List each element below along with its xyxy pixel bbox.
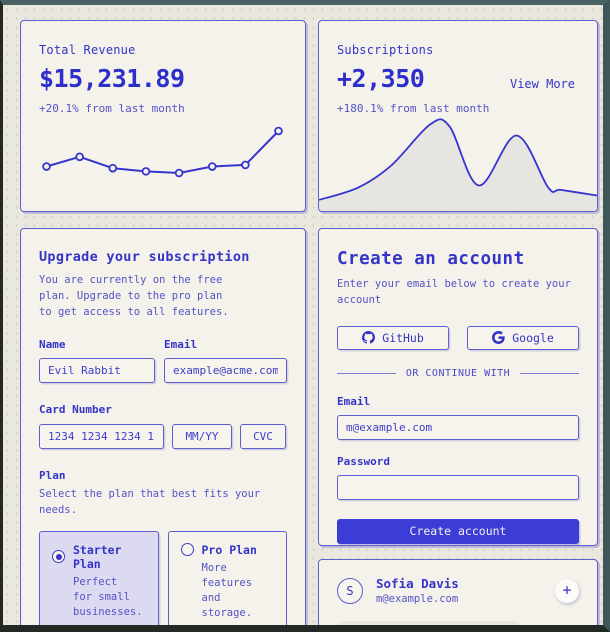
subscriptions-area-chart	[319, 118, 597, 211]
name-label: Name	[39, 338, 66, 352]
chat-message-bubble	[337, 621, 522, 625]
subscriptions-card: Subscriptions +2,350 View More +180.1% f…	[318, 20, 598, 212]
create-account-button[interactable]: Create account	[337, 518, 579, 544]
divider-line-left	[337, 372, 396, 374]
signup-email-input[interactable]	[337, 414, 579, 440]
signup-password-input[interactable]	[337, 474, 579, 500]
signup-email-label: Email	[337, 394, 371, 408]
plus-icon: +	[562, 581, 572, 599]
total-revenue-card: Total Revenue $15,231.89 +20.1% from las…	[20, 20, 306, 212]
avatar: S	[337, 577, 363, 604]
starter-plan-name: Starter Plan	[73, 542, 122, 571]
total-revenue-title: Total Revenue	[39, 43, 136, 57]
email-input[interactable]	[164, 358, 287, 384]
divider-line-right	[520, 372, 580, 374]
or-continue-divider: OR CONTINUE WITH	[337, 367, 580, 379]
expiry-input[interactable]	[172, 424, 232, 450]
radio-unchecked-icon[interactable]	[180, 543, 194, 557]
pro-plan-name: Pro Plan	[201, 542, 257, 557]
name-input[interactable]	[39, 358, 156, 384]
card-number-input[interactable]	[39, 424, 164, 450]
signup-title: Create an account	[337, 249, 525, 269]
upgrade-title: Upgrade your subscription	[39, 249, 250, 265]
google-button[interactable]: Google	[467, 325, 579, 350]
signup-password-label: Password	[337, 454, 390, 468]
plan-label: Plan	[39, 469, 66, 483]
total-revenue-value: $15,231.89	[39, 64, 185, 93]
divider-text: OR CONTINUE WITH	[405, 367, 511, 379]
plan-option-starter[interactable]: Starter Plan Perfect for small businesse…	[39, 530, 159, 625]
right-column: Create an account Enter your email below…	[318, 228, 598, 625]
email-label: Email	[164, 338, 198, 352]
google-button-label: Google	[512, 330, 554, 345]
cvc-input[interactable]	[240, 424, 286, 450]
github-icon	[362, 331, 376, 344]
subscriptions-delta: +180.1% from last month	[337, 102, 490, 115]
google-icon	[492, 331, 505, 344]
total-revenue-delta: +20.1% from last month	[39, 102, 185, 115]
contact-card: S Sofia Davis m@example.com +	[318, 559, 598, 625]
upgrade-description: You are currently on the free plan. Upgr…	[39, 274, 229, 318]
signup-description: Enter your email below to create your ac…	[337, 278, 571, 306]
plan-description: Select the plan that best fits your need…	[39, 488, 261, 516]
github-button[interactable]: GitHub	[337, 325, 449, 350]
plan-options: Starter Plan Perfect for small businesse…	[39, 530, 287, 625]
github-button-label: GitHub	[382, 330, 424, 345]
plan-option-pro[interactable]: Pro Plan More features and storage.	[167, 530, 287, 625]
add-contact-button[interactable]: +	[555, 578, 579, 603]
dashboard-grid: Total Revenue $15,231.89 +20.1% from las…	[20, 20, 598, 625]
radio-checked-icon[interactable]	[52, 550, 65, 564]
card-number-label: Card Number	[39, 403, 112, 417]
app-background: Total Revenue $15,231.89 +20.1% from las…	[3, 5, 603, 625]
contact-email: m@example.com	[376, 593, 459, 605]
upgrade-subscription-card: Upgrade your subscription You are curren…	[20, 228, 306, 625]
create-account-card: Create an account Enter your email below…	[318, 228, 598, 546]
contact-name: Sofia Davis	[376, 576, 459, 591]
subscriptions-title: Subscriptions	[337, 43, 434, 57]
pro-plan-description: More features and storage.	[201, 561, 253, 620]
revenue-line-chart	[42, 126, 283, 178]
subscriptions-value: +2,350	[337, 64, 425, 93]
view-more-link[interactable]: View More	[509, 77, 575, 91]
starter-plan-description: Perfect for small businesses.	[73, 575, 143, 619]
